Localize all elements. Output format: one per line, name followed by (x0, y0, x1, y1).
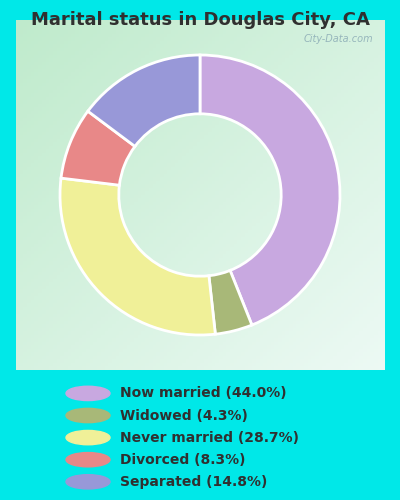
Wedge shape (200, 55, 340, 325)
Text: Now married (44.0%): Now married (44.0%) (120, 386, 287, 400)
Text: Separated (14.8%): Separated (14.8%) (120, 475, 267, 489)
Wedge shape (60, 178, 215, 335)
Text: Never married (28.7%): Never married (28.7%) (120, 430, 299, 444)
Text: Divorced (8.3%): Divorced (8.3%) (120, 452, 246, 466)
Circle shape (66, 386, 110, 400)
Circle shape (66, 408, 110, 422)
Wedge shape (88, 55, 200, 146)
Wedge shape (61, 111, 135, 185)
Circle shape (66, 474, 110, 489)
Text: Widowed (4.3%): Widowed (4.3%) (120, 408, 248, 422)
Text: City-Data.com: City-Data.com (303, 34, 373, 44)
Circle shape (66, 452, 110, 467)
Text: Marital status in Douglas City, CA: Marital status in Douglas City, CA (30, 11, 370, 29)
Wedge shape (209, 270, 252, 334)
Circle shape (66, 430, 110, 445)
